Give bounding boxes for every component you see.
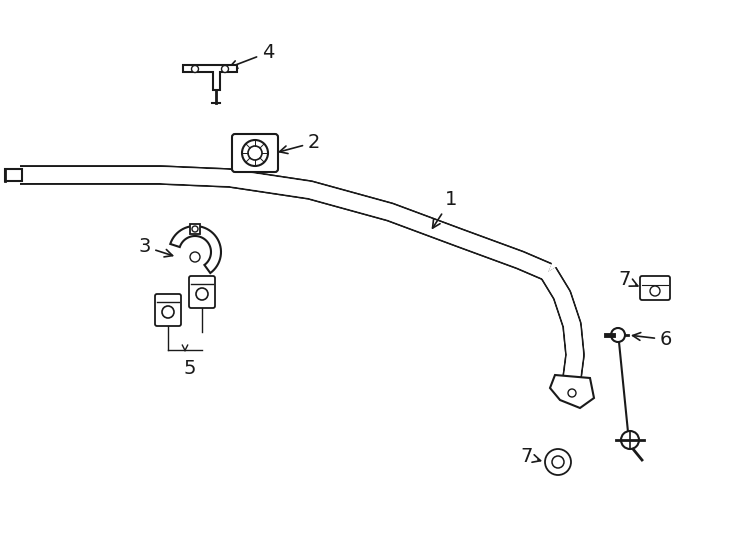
Circle shape (242, 140, 268, 166)
FancyBboxPatch shape (189, 276, 215, 308)
Circle shape (190, 252, 200, 262)
Text: 6: 6 (633, 330, 672, 349)
Polygon shape (170, 226, 221, 273)
Circle shape (162, 306, 174, 318)
Circle shape (192, 226, 198, 232)
Text: 7: 7 (618, 270, 638, 289)
Circle shape (545, 449, 571, 475)
Circle shape (650, 286, 660, 296)
Circle shape (192, 65, 198, 72)
Text: 1: 1 (432, 190, 457, 228)
Polygon shape (5, 169, 22, 181)
Circle shape (611, 328, 625, 342)
Polygon shape (550, 375, 594, 408)
Circle shape (222, 65, 228, 72)
Circle shape (552, 456, 564, 468)
Circle shape (621, 431, 639, 449)
Text: 3: 3 (138, 237, 172, 257)
Text: 7: 7 (520, 447, 540, 466)
Text: 5: 5 (184, 359, 196, 377)
FancyBboxPatch shape (232, 134, 278, 172)
Text: 4: 4 (229, 43, 275, 68)
FancyBboxPatch shape (640, 276, 670, 300)
Circle shape (568, 389, 576, 397)
Text: 2: 2 (280, 133, 320, 153)
Polygon shape (235, 138, 275, 168)
Polygon shape (190, 224, 200, 234)
Circle shape (248, 146, 262, 160)
Polygon shape (183, 65, 237, 90)
FancyBboxPatch shape (155, 294, 181, 326)
Circle shape (196, 288, 208, 300)
